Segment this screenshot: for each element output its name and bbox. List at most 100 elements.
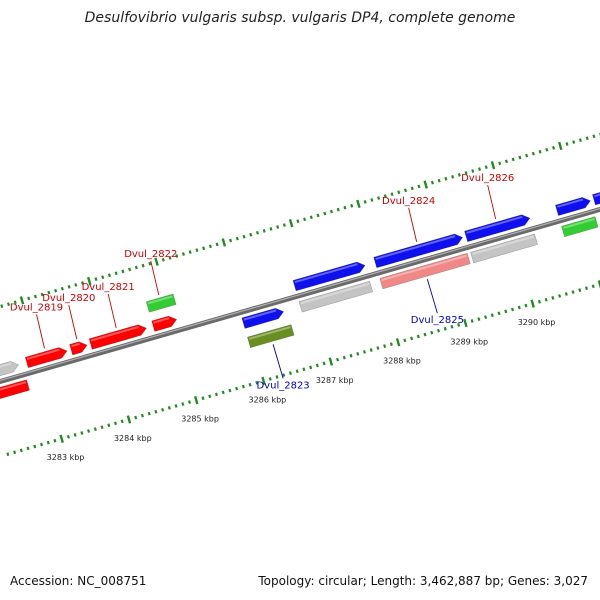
plus-minor-tick [13, 300, 17, 305]
plus-minor-tick [0, 304, 4, 308]
plus-strand-ticks [0, 132, 600, 308]
feature-Dvul_2819[interactable] [24, 347, 68, 368]
plus-minor-tick [464, 171, 468, 175]
kbp-label: 3284 kbp [114, 434, 152, 443]
minus-minor-tick [39, 442, 43, 447]
minus-minor-tick [571, 290, 575, 294]
kbp-label: 3289 kbp [450, 337, 488, 346]
minus-minor-tick [288, 371, 292, 375]
label-leader [272, 344, 284, 379]
plus-minor-tick [592, 134, 596, 139]
feature-unlabeled[interactable] [470, 233, 538, 264]
kbp-label: 3285 kbp [181, 415, 219, 424]
feature-shine [381, 254, 467, 282]
plus-major-tick [356, 199, 361, 209]
feature-shine [90, 325, 140, 342]
feature-unlabeled[interactable] [151, 315, 178, 332]
minus-minor-tick [504, 309, 508, 314]
plus-minor-tick [511, 157, 515, 162]
feature-Dvul_2824[interactable] [373, 233, 464, 269]
minus-minor-tick [268, 377, 272, 381]
minus-minor-tick [362, 350, 366, 354]
plus-minor-tick [94, 277, 98, 281]
feature-shine [294, 263, 358, 284]
minus-minor-tick [322, 361, 326, 366]
minus-minor-tick [349, 353, 353, 358]
gene-label[interactable]: Dvul_2820 [42, 293, 95, 304]
plus-minor-tick [81, 281, 85, 285]
feature-shine [300, 282, 370, 305]
scale-labels: 3283 kbp 3284 kbp 3285 kbp 3286 kbp 3287 kbp… [47, 318, 556, 462]
gene-label[interactable]: Dvul_2824 [382, 196, 435, 207]
feature-shine [0, 381, 27, 391]
plus-minor-tick [552, 146, 556, 150]
feature-Dvul_2821[interactable] [88, 324, 147, 350]
feature-Dvul_2822[interactable] [145, 293, 177, 313]
minus-minor-tick [221, 390, 225, 395]
kbp-label: 3288 kbp [383, 357, 421, 366]
plus-minor-tick [383, 194, 387, 198]
plus-minor-tick [404, 188, 408, 193]
plus-minor-tick [255, 230, 259, 235]
gene-label[interactable]: Dvul_2822 [124, 249, 177, 260]
gene-label[interactable]: Dvul_2826 [461, 173, 514, 184]
feature-unlabeled[interactable] [0, 361, 19, 379]
plus-minor-tick [229, 238, 233, 243]
plus-minor-tick [578, 138, 582, 142]
gene-label[interactable]: Dvul_2821 [82, 282, 135, 293]
minus-minor-tick [423, 332, 427, 337]
minus-minor-tick [517, 305, 521, 310]
feature-unlabeled[interactable] [555, 197, 591, 216]
feature-unlabeled[interactable] [592, 186, 600, 206]
feature-shine [472, 235, 535, 255]
minus-minor-tick [484, 315, 488, 320]
plus-minor-tick [235, 236, 239, 241]
plus-minor-tick [168, 256, 172, 260]
minus-minor-tick [134, 415, 138, 420]
plus-minor-tick [350, 203, 354, 208]
feature-unlabeled[interactable] [561, 216, 599, 238]
plus-minor-tick [215, 242, 219, 247]
feature-Dvul_2825[interactable] [379, 252, 471, 290]
plus-minor-tick [437, 178, 441, 183]
feature-unlabeled[interactable] [241, 308, 285, 329]
feature-Dvul_2823[interactable] [247, 324, 295, 348]
minus-minor-tick [181, 402, 185, 406]
minus-minor-tick [241, 384, 245, 389]
feature-Dvul_2826[interactable] [464, 214, 531, 242]
feature-unlabeled[interactable] [0, 379, 30, 399]
minus-minor-tick [383, 344, 387, 348]
minus-minor-tick [6, 452, 10, 457]
plus-minor-tick [504, 159, 508, 164]
feature-Dvul_2820[interactable] [69, 341, 88, 356]
minus-minor-tick [188, 400, 192, 404]
feature-shine [243, 309, 277, 321]
gene-label[interactable]: Dvul_2825 [411, 315, 464, 326]
minus-minor-tick [208, 394, 212, 399]
gene-label[interactable]: Dvul_2823 [256, 380, 309, 391]
feature-unlabeled[interactable] [292, 261, 366, 292]
minus-minor-tick [275, 375, 279, 379]
plus-minor-tick [296, 219, 300, 224]
minus-minor-tick [255, 380, 259, 385]
plus-minor-tick [262, 229, 266, 233]
minus-minor-tick [282, 373, 286, 377]
minus-major-tick [126, 415, 132, 424]
minus-minor-tick [403, 338, 407, 343]
minus-minor-tick [591, 284, 595, 289]
feature-unlabeled[interactable] [298, 280, 373, 313]
minus-minor-tick [214, 392, 218, 397]
plus-minor-tick [316, 213, 320, 218]
plus-minor-tick [67, 284, 71, 289]
plus-minor-tick [329, 209, 333, 214]
minus-minor-tick [46, 440, 50, 445]
minus-minor-tick [450, 324, 454, 329]
minus-minor-tick [167, 406, 171, 410]
plus-minor-tick [585, 136, 589, 141]
minus-minor-tick [73, 433, 77, 437]
minus-minor-tick [295, 369, 299, 374]
minus-minor-tick [511, 307, 514, 312]
minus-minor-tick [457, 323, 461, 327]
plus-minor-tick [202, 246, 206, 251]
gene-label[interactable]: Dvul_2819 [10, 302, 63, 313]
